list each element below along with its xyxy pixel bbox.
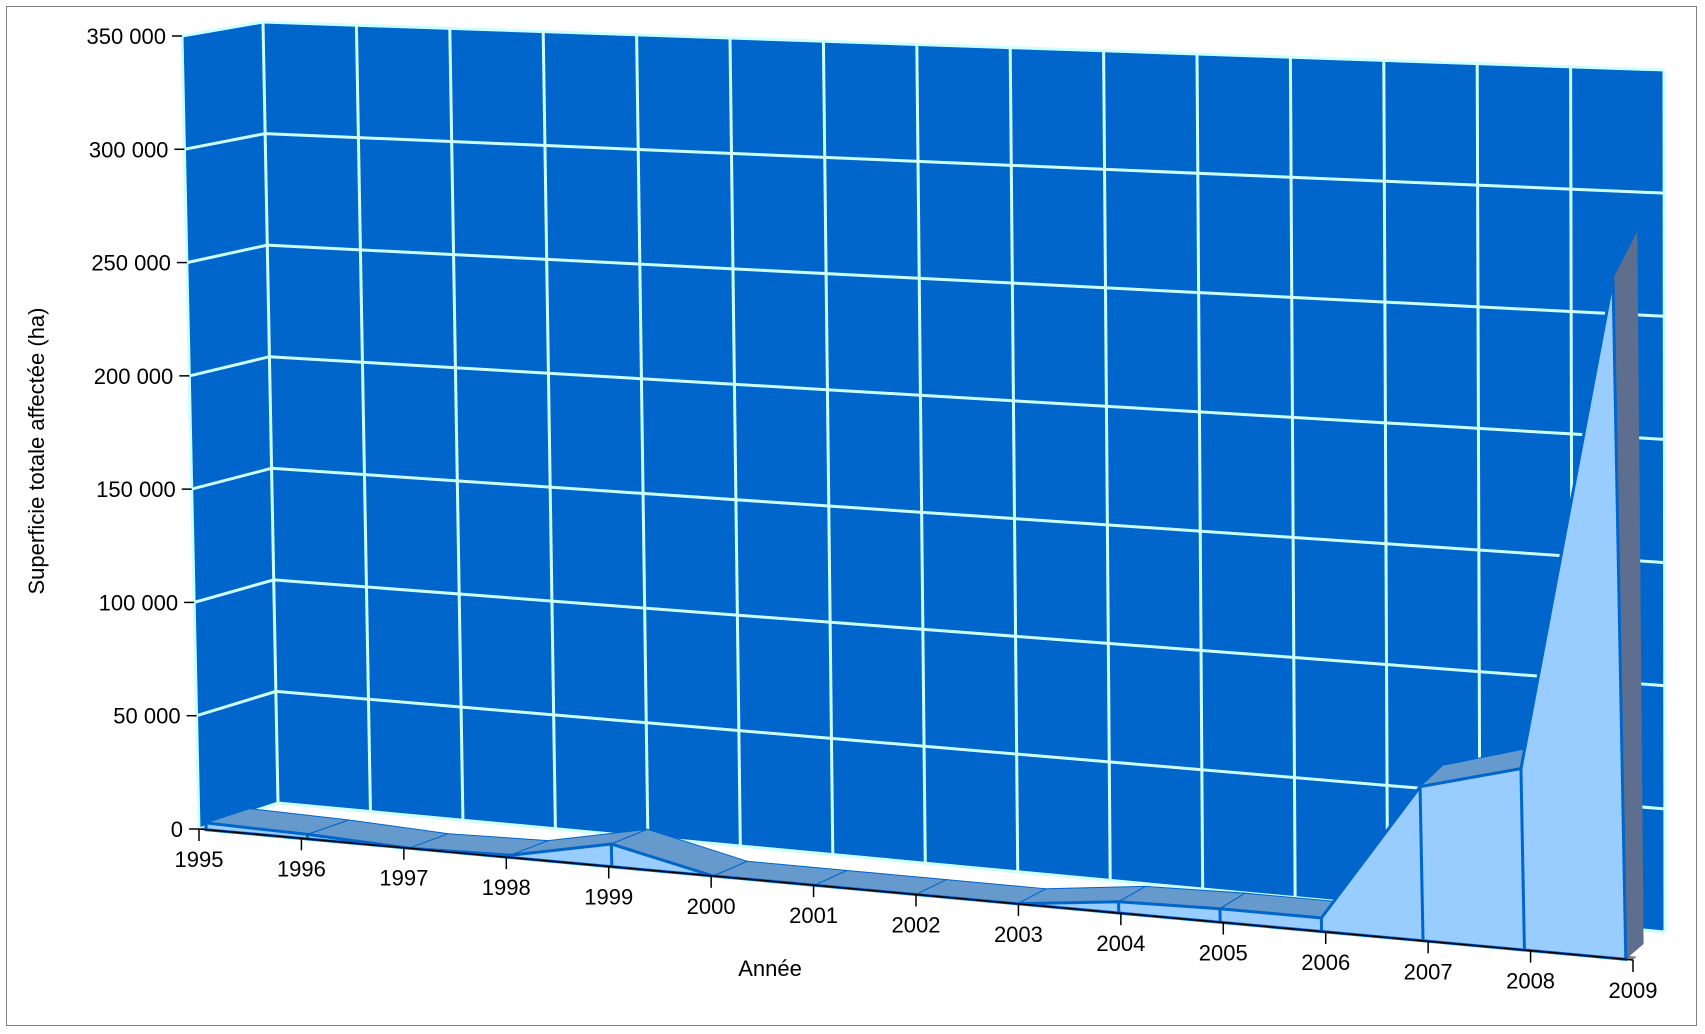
x-tick-label: 1996 — [277, 856, 326, 881]
y-tick-label: 200 000 — [94, 364, 174, 389]
x-axis-title: Année — [738, 956, 802, 981]
x-tick-label: 2004 — [1096, 931, 1145, 956]
area-divider — [1519, 768, 1526, 951]
x-tick-label: 1995 — [175, 847, 224, 872]
x-tick-label: 1999 — [584, 884, 633, 909]
grid-line-v — [1102, 50, 1112, 881]
x-tick-label: 2008 — [1506, 969, 1555, 994]
x-tick-label: 2009 — [1609, 978, 1658, 1003]
side-wall-panel — [182, 22, 278, 829]
grid-line-v — [448, 28, 465, 821]
grid-line-v — [635, 34, 650, 838]
y-axis-line — [180, 35, 201, 830]
grid-line-v — [541, 31, 557, 829]
x-tick-label: 1997 — [379, 866, 428, 891]
y-tick-labels: 0 50 000 100 000 150 000 200 000 250 000 300 0… — [86, 24, 199, 842]
y-tick-label: 150 000 — [96, 477, 176, 502]
x-tick-label: 2005 — [1199, 941, 1248, 966]
y-axis-title: Superficie totale affectée (ha) — [24, 308, 49, 595]
y-tick-label: 250 000 — [91, 251, 171, 276]
y-tick-label: 0 — [171, 817, 183, 842]
grid-line-v — [1382, 60, 1390, 907]
x-tick-label: 2000 — [687, 894, 736, 919]
area-divider — [1418, 786, 1425, 941]
grid-line-v — [915, 44, 927, 864]
grid-line-v — [728, 37, 742, 847]
x-tick-label: 2006 — [1301, 950, 1350, 975]
x-tick-label: 1998 — [482, 875, 531, 900]
x-tick-label: 2003 — [994, 922, 1043, 947]
x-tick-label: 2007 — [1404, 959, 1453, 984]
grid-line-v — [261, 21, 280, 804]
x-tick-label: 2002 — [892, 913, 941, 938]
grid-line-v — [1662, 69, 1667, 933]
grid-line-v — [1195, 53, 1205, 890]
y-tick-label: 50 000 — [113, 704, 180, 729]
back-wall-panel — [263, 22, 1665, 932]
area-front-face — [204, 278, 1628, 961]
y-tick-label: 300 000 — [89, 137, 169, 162]
grid-line-v — [1008, 47, 1020, 872]
grid-line-v — [354, 25, 372, 812]
back-wall — [181, 20, 1667, 934]
area-series — [204, 231, 1644, 961]
x-tick-labels: 1995 1996 1997 1998 1999 2000 2001 2002 2003 2004… — [175, 829, 1658, 1003]
area-side-face — [1613, 231, 1644, 960]
y-tick-label: 100 000 — [99, 590, 179, 615]
grid-line-v — [821, 41, 835, 855]
grid-line-v — [1288, 57, 1297, 898]
x-tick-label: 2001 — [789, 903, 838, 928]
y-tick-label: 350 000 — [86, 24, 166, 49]
